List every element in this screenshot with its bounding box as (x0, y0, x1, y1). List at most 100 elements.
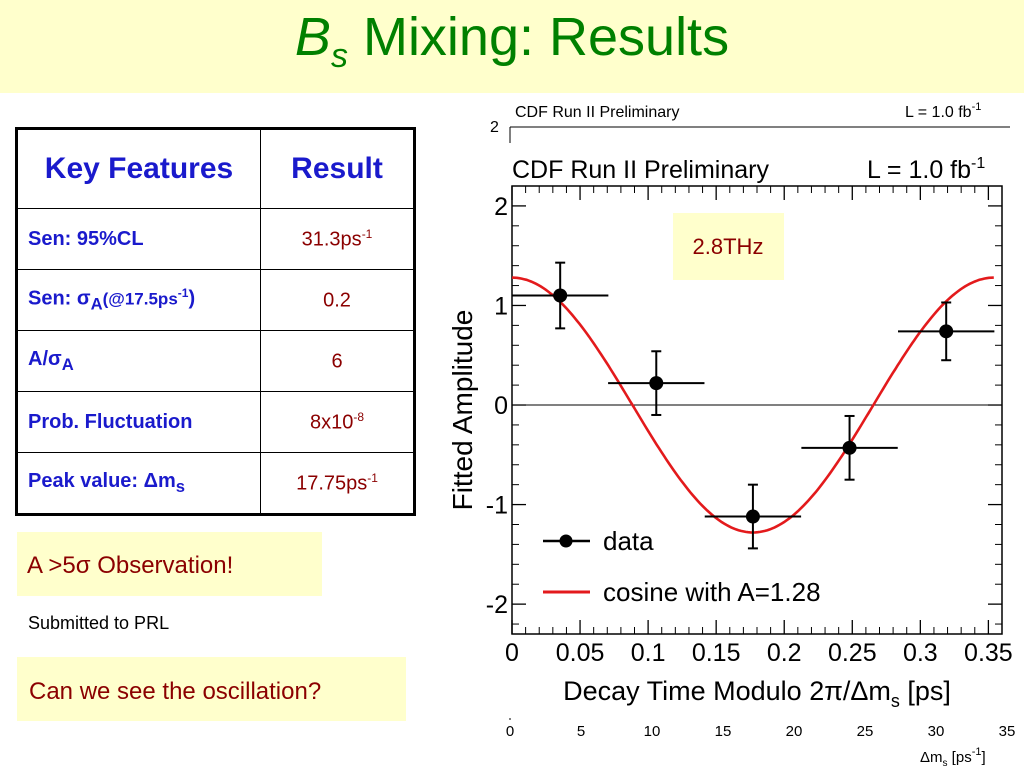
table-row: Sen: 95%CL 31.3ps-1 (16, 208, 415, 270)
bg-x-label-close: ] (981, 749, 985, 766)
data-points (512, 261, 995, 550)
axis-ticks (511, 185, 1003, 634)
x-axis-label-unit: [ps] (900, 676, 951, 706)
legend-data-label: data (603, 526, 654, 556)
result-exponent: -1 (361, 226, 373, 241)
feature-subscript: A (61, 354, 74, 374)
feature-cell: Peak value: Δms (16, 452, 261, 515)
slide-title: Bs Mixing: Results (0, 6, 1024, 76)
bg-header-right-base: L = 1.0 fb (905, 104, 972, 121)
bg-x-tick-label: 30 (928, 723, 945, 740)
header-result: Result (260, 128, 415, 209)
data-point (649, 376, 664, 391)
feature-prefix: Sen: σ (28, 287, 91, 310)
bg-x-tick-label: 10 (644, 723, 661, 740)
table-row: A/σA 6 (16, 330, 415, 392)
feature-prefix: A/σ (28, 347, 62, 370)
feature-cell: Prob. Fluctuation (16, 391, 261, 453)
header-key-features: Key Features (16, 128, 261, 209)
observation-text: A >5σ Observation! (27, 552, 234, 579)
title-rest: Mixing: Results (347, 7, 730, 67)
x-tick-label: 0.35 (964, 639, 1013, 667)
title-italic: B (294, 7, 331, 67)
feature-paren-exponent: -1 (177, 285, 189, 300)
legend: data cosine with A=1.28 (543, 526, 821, 607)
x-tick-label: 0.15 (692, 639, 741, 667)
feature-subscript: A (90, 294, 103, 314)
result-cell: 6 (260, 330, 415, 392)
table-row: Prob. Fluctuation 8x10-8 (16, 391, 415, 453)
bg-x-tick-label: 25 (857, 723, 874, 740)
data-point (842, 440, 857, 455)
observation-box: A >5σ Observation! (17, 532, 322, 596)
bg-x-tick-label: 0 (506, 723, 514, 740)
bg-x-tick-label: 15 (715, 723, 732, 740)
y-tick-label: -1 (486, 492, 508, 520)
x-tick-labels: 0 0.05 0.1 0.15 0.2 0.25 0.3 0.35 (505, 639, 1013, 667)
y-tick-label: 0 (494, 392, 508, 420)
bg-y-tick: 2 (490, 119, 499, 136)
feature-prefix: Peak value: Δm (28, 469, 176, 492)
result-value: 0.2 (323, 289, 351, 312)
y-tick-labels: 2 1 0 -1 -2 (486, 193, 508, 619)
annotation-text: 2.8THz (693, 234, 764, 259)
y-axis-label: Fitted Amplitude (447, 310, 478, 511)
key-features-table: Key Features Result Sen: 95%CL 31.3ps-1 … (15, 127, 416, 516)
bg-x-ticks: 0 5 10 15 20 25 30 35 (506, 723, 1016, 740)
y-tick-label: 2 (494, 193, 508, 221)
legend-fit-label: cosine with A=1.28 (603, 577, 821, 607)
bg-header-left: CDF Run II Preliminary (515, 104, 679, 121)
feature-cell: A/σA (16, 330, 261, 392)
result-cell: 8x10-8 (260, 391, 415, 453)
x-tick-label: 0 (505, 639, 519, 667)
feature-cell: Sen: 95%CL (16, 208, 261, 270)
feature-cell: Sen: σA(@17.5ps-1) (16, 269, 261, 331)
bg-x-label: Δms [ps-1] (920, 746, 986, 768)
bg-x-tick-label: 35 (999, 723, 1016, 740)
result-cell: 0.2 (260, 269, 415, 331)
feature-paren: (@17.5ps (102, 289, 178, 309)
result-cell: 31.3ps-1 (260, 208, 415, 270)
result-exponent: -8 (353, 409, 365, 424)
bg-x-label-subscript: s (943, 758, 948, 768)
bg-x-label-exponent: -1 (972, 746, 982, 758)
data-point (939, 324, 954, 339)
x-tick-label: 0.25 (828, 639, 877, 667)
feature-subscript: s (175, 476, 186, 496)
table-row: Peak value: Δms 17.75ps-1 (16, 452, 415, 515)
chart-header-right: L = 1.0 fb-1 (867, 155, 985, 184)
bg-header-right: L = 1.0 fb-1 (905, 101, 981, 121)
title-bar (0, 0, 1024, 93)
x-tick-label: 0.05 (556, 639, 605, 667)
result-value: 8x10 (309, 411, 354, 434)
title-subscript: s (330, 36, 348, 75)
annotation-box (673, 213, 784, 280)
bg-x-label-base: Δm (920, 749, 943, 766)
feature-close: ) (188, 287, 196, 310)
table-header-row: Key Features Result (16, 128, 415, 209)
chart-header-left: CDF Run II Preliminary (512, 156, 769, 184)
chart-header-right-base: L = 1.0 fb (867, 156, 971, 184)
submitted-note: Submitted to PRL (28, 613, 170, 633)
x-tick-label: 0.3 (903, 639, 938, 667)
result-value: 17.75ps (296, 472, 368, 495)
x-axis-label-base: Decay Time Modulo 2π/Δm (563, 676, 891, 706)
x-axis-label-subscript: s (891, 691, 900, 711)
question-text: Can we see the oscillation? (29, 678, 322, 705)
result-exponent: -1 (367, 470, 378, 485)
data-point (745, 509, 760, 524)
bg-header-right-exponent: -1 (972, 101, 982, 113)
y-tick-label: -2 (486, 591, 508, 619)
table-row: Sen: σA(@17.5ps-1) 0.2 (16, 269, 415, 331)
legend-data-marker (559, 534, 573, 548)
bg-x-label-unit: [ps (948, 749, 972, 766)
result-value: 31.3ps (301, 228, 362, 251)
result-cell: 17.75ps-1 (260, 452, 415, 515)
chart-header-right-exponent: -1 (971, 155, 985, 172)
x-tick-label: 0.1 (631, 639, 666, 667)
question-box: Can we see the oscillation? (17, 657, 406, 721)
bg-x-tick-label: 5 (577, 723, 585, 740)
bg-x-tick-label: 20 (786, 723, 803, 740)
